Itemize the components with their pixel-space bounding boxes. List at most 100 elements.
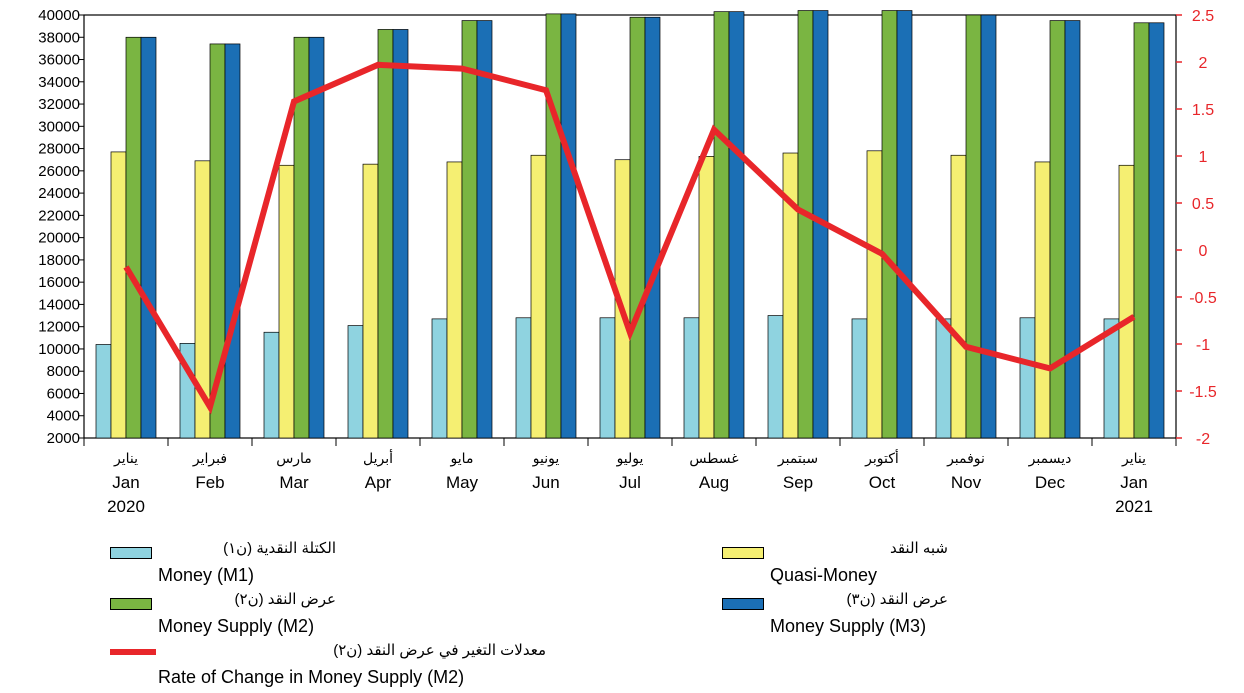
left-axis-tick-label: 36000 <box>38 52 80 69</box>
x-label-arabic: فبراير <box>192 450 227 467</box>
legend-label: Money (M1) <box>158 565 255 585</box>
right-axis-tick-label: -1 <box>1196 337 1210 354</box>
bar-quasi-money <box>446 161 463 439</box>
bar-money-supply-m3 <box>308 36 325 439</box>
bar-money-m1 <box>851 318 868 439</box>
legend-swatch <box>110 649 156 655</box>
bar-money-m1 <box>767 315 784 439</box>
legend-label-arabic: معدلات التغير في عرض النقد (ن٢) <box>333 642 546 659</box>
bar-quasi-money <box>866 150 883 439</box>
x-label-month: Oct <box>869 473 896 492</box>
bar-money-supply-m3 <box>476 20 493 439</box>
bar-money-supply-m2 <box>629 16 646 439</box>
left-axis-tick-label: 20000 <box>38 230 80 247</box>
bar-quasi-money <box>698 156 715 439</box>
left-axis-tick-label: 26000 <box>38 163 80 180</box>
x-label-arabic: يناير <box>1121 450 1146 467</box>
bar-quasi-money <box>362 163 379 439</box>
bar-money-supply-m2 <box>713 11 730 439</box>
bar-money-supply-m3 <box>896 10 913 439</box>
x-label-arabic: مايو <box>450 450 474 467</box>
bar-money-supply-m3 <box>392 29 409 439</box>
bar-money-supply-m2 <box>797 10 814 439</box>
left-axis-tick-label: 38000 <box>38 29 80 46</box>
right-axis-tick-label: 0.5 <box>1192 196 1214 213</box>
left-axis-tick-label: 16000 <box>38 274 80 291</box>
left-axis-tick-label: 10000 <box>38 341 80 358</box>
legend-swatch <box>110 598 152 610</box>
bar-money-supply-m3 <box>644 16 661 439</box>
bar-money-m1 <box>599 317 616 439</box>
bar-money-m1 <box>683 317 700 439</box>
left-axis-tick-label: 4000 <box>47 408 80 425</box>
bar-money-supply-m2 <box>461 20 478 439</box>
x-label-arabic: يناير <box>113 450 138 467</box>
bar-money-supply-m3 <box>560 13 577 439</box>
legend-label: Rate of Change in Money Supply (M2) <box>158 667 465 687</box>
legend-label: Money Supply (M2) <box>158 616 315 636</box>
bar-money-supply-m3 <box>728 11 745 439</box>
bar-money-m1 <box>515 317 532 439</box>
x-label-arabic: يونيو <box>532 450 560 467</box>
x-label-arabic: ديسمبر <box>1028 450 1072 467</box>
x-label-month: Jan <box>1120 473 1147 492</box>
x-label-arabic: نوفمبر <box>946 450 985 467</box>
x-label-month: Dec <box>1035 473 1066 492</box>
x-label-month: May <box>446 473 479 492</box>
bar-quasi-money <box>110 151 127 439</box>
x-label-month: Apr <box>365 473 392 492</box>
legend-swatch <box>722 598 764 610</box>
bar-money-supply-m3 <box>1148 22 1165 439</box>
bar-money-supply-m2 <box>1133 22 1150 439</box>
x-label-arabic: غسطس <box>689 450 738 467</box>
x-label-arabic: أبريل <box>363 449 393 467</box>
bar-money-m1 <box>95 344 112 439</box>
legend-label: Quasi-Money <box>770 565 878 585</box>
bar-money-supply-m2 <box>965 14 982 439</box>
x-label-month: Feb <box>195 473 224 492</box>
bar-money-m1 <box>1019 317 1036 439</box>
x-label-month: Jan <box>112 473 139 492</box>
right-axis-tick-label: 2 <box>1199 55 1208 72</box>
legend-swatch <box>722 547 764 559</box>
bar-money-supply-m2 <box>545 13 562 439</box>
bar-money-supply-m2 <box>377 29 394 439</box>
x-label-month: Jul <box>619 473 641 492</box>
legend-label-arabic: الكتلة النقدية (ن١) <box>223 540 336 557</box>
left-axis-tick-label: 28000 <box>38 141 80 158</box>
left-axis-tick-label: 12000 <box>38 319 80 336</box>
bar-money-m1 <box>347 325 364 439</box>
left-axis-tick-label: 18000 <box>38 252 80 269</box>
bar-money-m1 <box>935 318 952 439</box>
right-axis-tick-label: 0 <box>1199 243 1208 260</box>
x-label-month: Aug <box>699 473 729 492</box>
x-label-arabic: أكتوبر <box>864 449 899 467</box>
x-label-month: Nov <box>951 473 982 492</box>
bar-money-supply-m2 <box>1049 20 1066 439</box>
left-axis-tick-label: 30000 <box>38 118 80 135</box>
bar-money-supply-m2 <box>881 10 898 439</box>
x-label-month: Jun <box>532 473 559 492</box>
left-axis-tick-label: 14000 <box>38 296 80 313</box>
right-axis-tick-label: 1 <box>1199 149 1208 166</box>
x-label-month: Mar <box>279 473 309 492</box>
x-label-arabic: مارس <box>276 450 312 467</box>
legend-label: Money Supply (M3) <box>770 616 927 636</box>
left-axis-tick-label: 40000 <box>38 7 80 24</box>
bar-quasi-money <box>278 164 295 439</box>
bar-quasi-money <box>1034 161 1051 439</box>
bar-quasi-money <box>1118 164 1135 439</box>
bar-money-supply-m3 <box>224 43 241 439</box>
legend-label-arabic: عرض النقد (ن٢) <box>234 591 337 608</box>
legend-label-arabic: شبه النقد <box>889 540 948 557</box>
bar-money-supply-m3 <box>140 36 157 439</box>
x-label-arabic: سبتمبر <box>777 450 818 467</box>
left-axis-tick-label: 34000 <box>38 74 80 91</box>
legend-label-arabic: عرض النقد (ن٣) <box>846 591 949 608</box>
left-axis-tick-label: 6000 <box>47 385 80 402</box>
right-axis-tick-label: 1.5 <box>1192 102 1214 119</box>
left-axis-tick-label: 2000 <box>47 430 80 447</box>
rate-of-change-line <box>123 61 1136 415</box>
bar-money-m1 <box>431 318 448 439</box>
